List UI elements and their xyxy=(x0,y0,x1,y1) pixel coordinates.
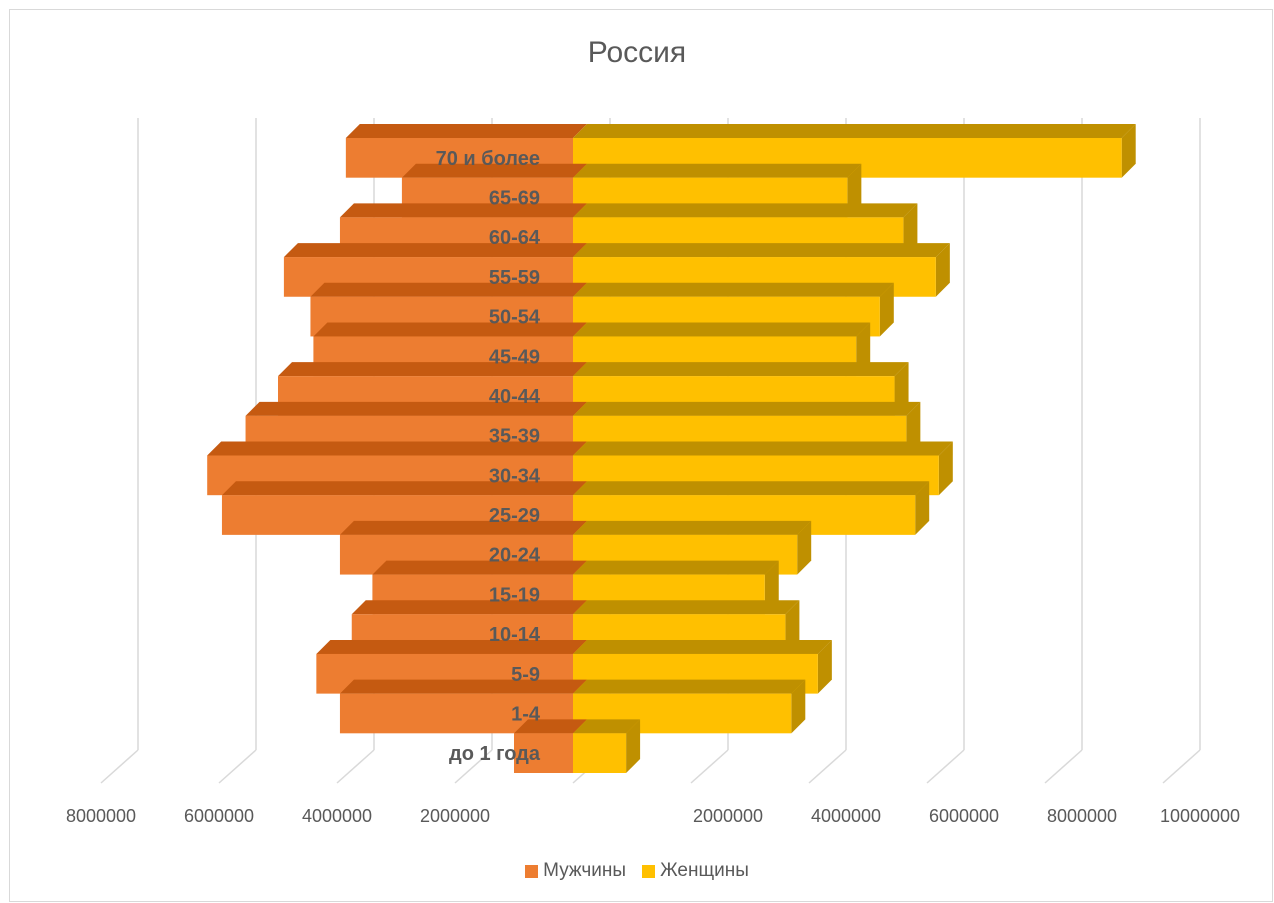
bar-male-top xyxy=(221,481,587,496)
bar-male-top xyxy=(514,719,587,734)
bar-male-top xyxy=(316,639,587,654)
bar-male-top xyxy=(372,560,587,575)
bar-female-side xyxy=(791,679,806,734)
category-label: 70 и более xyxy=(436,148,540,170)
x-tick-label: 4000000 xyxy=(811,806,881,826)
category-label: 55-59 xyxy=(489,267,540,289)
bar-female-side xyxy=(1121,124,1136,178)
bar-female-top xyxy=(573,362,909,377)
category-label: 50-54 xyxy=(489,307,541,329)
bar-male-top xyxy=(310,282,587,297)
bar-male-top xyxy=(339,679,587,694)
bar-female-side xyxy=(817,639,832,694)
bar-female-top xyxy=(573,481,930,496)
category-label: 45-49 xyxy=(489,346,540,368)
x-tick-label: 6000000 xyxy=(929,806,999,826)
bar-female-side xyxy=(879,282,894,337)
bar-female-top xyxy=(573,441,953,456)
bar-female-top xyxy=(573,520,812,535)
bar-male-top xyxy=(278,362,587,377)
legend-swatch-female xyxy=(642,864,656,878)
x-tick-label: 8000000 xyxy=(1047,806,1117,826)
legend: Мужчины Женщины xyxy=(0,860,1274,882)
gridline-floor xyxy=(808,749,847,784)
x-tick-label: 8000000 xyxy=(66,806,136,826)
category-label: 25-29 xyxy=(489,505,540,527)
bar-male xyxy=(514,733,573,773)
bar-female-side xyxy=(938,441,953,496)
bar-female-top xyxy=(573,639,832,654)
bar-female-top xyxy=(573,401,921,416)
x-tick-label: 6000000 xyxy=(184,806,254,826)
gridline-floor xyxy=(454,749,493,784)
gridline-floor xyxy=(1044,749,1083,784)
gridline-floor xyxy=(690,749,729,784)
bar-female-side xyxy=(797,520,812,575)
legend-item-male: Мужчины xyxy=(525,860,626,882)
bar-male-top xyxy=(339,203,587,218)
bar-female-top xyxy=(573,124,1136,138)
bar-female-top xyxy=(573,719,641,734)
bar-female-top xyxy=(573,282,894,297)
bar-female-top xyxy=(573,679,806,694)
gridline-floor xyxy=(926,749,965,784)
bar-female xyxy=(573,733,627,773)
bar-male-top xyxy=(351,600,587,615)
bar-male-top xyxy=(207,441,587,456)
bar-female-top xyxy=(573,243,950,258)
category-label: 5-9 xyxy=(511,664,540,686)
bar-female-top xyxy=(573,600,800,615)
category-label: 60-64 xyxy=(489,227,541,249)
legend-label-male: Мужчины xyxy=(543,860,627,881)
bar-male-top xyxy=(339,520,587,535)
category-label: 35-39 xyxy=(489,426,540,448)
category-label: 15-19 xyxy=(489,584,540,606)
legend-label-female: Женщины xyxy=(660,860,749,881)
bar-male-top xyxy=(283,243,587,258)
category-label: 65-69 xyxy=(489,188,540,210)
x-tick-label: 2000000 xyxy=(693,806,763,826)
bar-female-side xyxy=(626,719,641,773)
category-label: 30-34 xyxy=(489,465,541,487)
category-label: до 1 года xyxy=(449,743,541,765)
category-label: 20-24 xyxy=(489,545,541,567)
bar-male-top xyxy=(401,163,587,178)
gridline-floor xyxy=(1162,749,1201,784)
bar-male-top xyxy=(345,124,587,138)
bar-male-top xyxy=(313,322,587,337)
category-label: 1-4 xyxy=(511,703,541,725)
legend-item-female: Женщины xyxy=(642,860,749,882)
bar-female-top xyxy=(573,203,918,218)
bar-female-top xyxy=(573,322,871,337)
bar-male-top xyxy=(245,401,588,416)
bar-female-top xyxy=(573,560,779,575)
bar-female-side xyxy=(915,481,930,535)
category-label: 40-44 xyxy=(489,386,541,408)
legend-swatch-male xyxy=(525,864,539,878)
gridline-floor xyxy=(336,749,375,784)
chart-title: Россия xyxy=(587,36,687,69)
category-label: 10-14 xyxy=(489,624,541,646)
bar-female-top xyxy=(573,163,862,178)
bar-female-side xyxy=(935,243,950,297)
gridline-floor xyxy=(100,749,139,784)
x-tick-label: 10000000 xyxy=(1160,806,1240,826)
x-tick-label: 2000000 xyxy=(420,806,490,826)
gridline-floor xyxy=(218,749,257,784)
x-tick-label: 4000000 xyxy=(302,806,372,826)
